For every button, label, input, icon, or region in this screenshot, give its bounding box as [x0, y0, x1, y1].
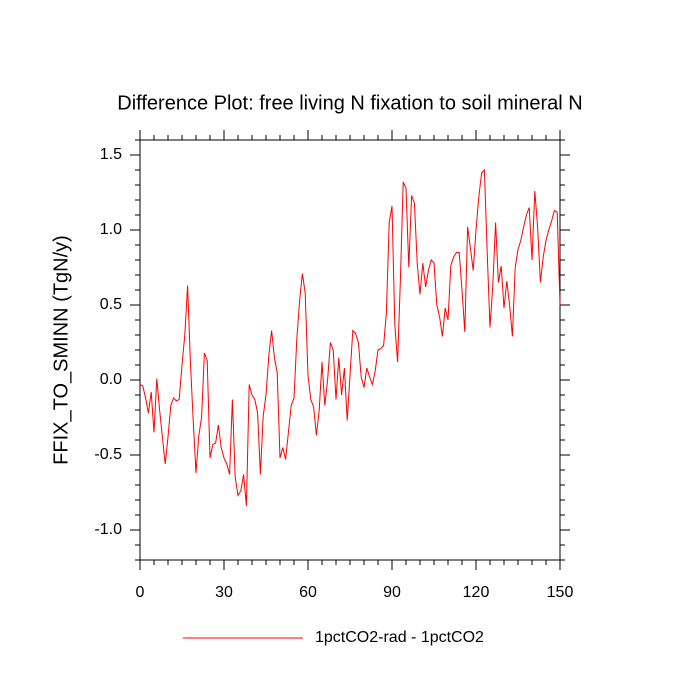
y-tick-label: -0.5 — [94, 446, 122, 463]
y-tick-label: 0.0 — [100, 371, 122, 388]
x-tick-label: 0 — [136, 584, 145, 601]
y-tick-label: 0.5 — [100, 296, 122, 313]
x-tick-label: 30 — [215, 584, 233, 601]
data-line — [139, 168, 561, 507]
y-axis-label: FFIX_TO_SMINN (TgN/y) — [50, 235, 72, 465]
chart-title: Difference Plot: free living N fixation … — [117, 92, 582, 114]
x-tick-label: 60 — [299, 584, 317, 601]
legend-label: 1pctCO2-rad - 1pctCO2 — [315, 629, 484, 646]
y-tick-label: -1.0 — [94, 521, 122, 538]
plot-frame — [139, 139, 561, 561]
x-tick-label: 120 — [463, 584, 490, 601]
x-tick-label: 150 — [547, 584, 574, 601]
y-tick-label: 1.0 — [100, 221, 122, 238]
y-tick-label: 1.5 — [100, 146, 122, 163]
x-tick-label: 90 — [383, 584, 401, 601]
